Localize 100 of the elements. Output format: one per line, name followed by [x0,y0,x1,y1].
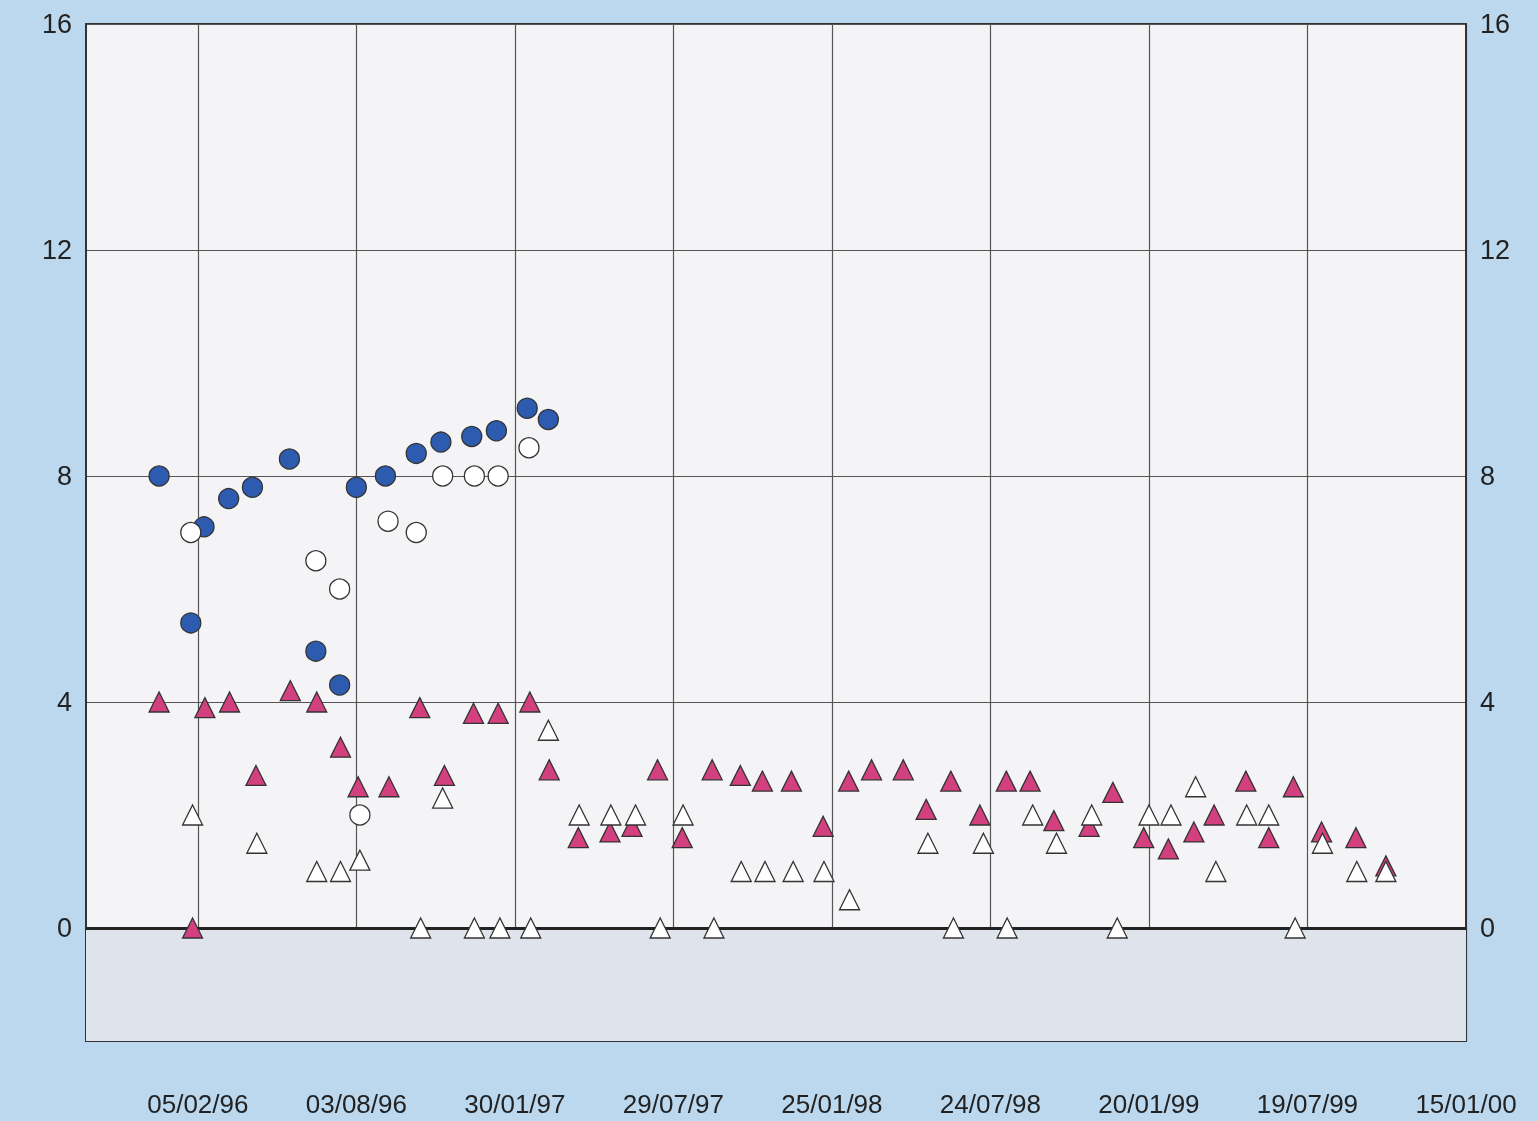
point [917,832,939,854]
point [306,860,328,883]
point [942,917,965,939]
point [780,770,803,792]
point [405,442,427,465]
point [305,550,327,572]
point [305,640,327,662]
point [194,697,216,719]
point [433,764,456,787]
point [1081,804,1103,826]
point [1133,826,1155,849]
point [1043,810,1065,832]
point [180,612,202,634]
point [754,860,776,883]
point [516,397,538,419]
point [1022,804,1044,826]
point [241,476,264,498]
point [995,770,1017,792]
point [245,764,267,787]
y2-tick-label: 12 [1480,235,1511,265]
point [349,849,371,871]
point [567,826,589,849]
point [537,408,559,431]
point [378,776,400,798]
point [487,465,509,487]
x-tick-label: 03/08/96 [305,1089,407,1119]
point [940,770,962,792]
point [600,804,622,826]
point [520,917,542,939]
point [782,860,804,883]
point [1106,917,1128,939]
y2-tick-label: 8 [1480,461,1496,491]
point [1183,821,1205,843]
point [278,448,301,470]
point [1019,770,1041,792]
point [246,832,268,854]
point [279,680,301,702]
point [410,917,432,939]
y-tick-label: 16 [41,9,72,39]
point [538,759,560,781]
point [812,815,834,837]
point [671,826,693,849]
y-tick-label: 0 [56,913,72,943]
point [347,776,369,798]
x-tick-label: 30/01/97 [464,1089,566,1119]
point [1102,781,1124,804]
point [813,860,835,883]
point [329,578,351,600]
point [463,465,486,487]
y2-tick-label: 0 [1480,913,1496,943]
point [568,804,590,826]
point [1160,804,1182,826]
x-tick-label: 24/07/98 [939,1089,1042,1119]
point [892,759,914,781]
x-tick-label: 05/02/96 [147,1089,249,1119]
point [487,702,509,724]
point [1184,776,1207,798]
point [1045,832,1068,854]
point [489,917,511,939]
point [1375,860,1397,883]
point [838,889,861,911]
point [181,804,204,826]
x-tick-label: 15/01/00 [1415,1089,1517,1119]
point [430,431,452,453]
point [1284,917,1306,939]
point [461,425,483,448]
point [329,736,352,758]
point [374,465,397,487]
point [1205,860,1227,883]
point [345,476,368,498]
point [329,674,351,696]
point [729,764,751,787]
point [1282,776,1305,798]
point [915,798,937,820]
point [306,691,328,713]
point [972,832,995,854]
point [646,759,669,781]
point [672,804,694,826]
point [1138,804,1160,826]
point [148,465,170,487]
point [181,917,204,939]
y2-tick-label: 4 [1480,687,1496,717]
point [1345,826,1367,849]
point [624,804,647,826]
point [996,917,1018,939]
point [409,697,431,719]
point [969,804,991,826]
point [1258,826,1280,849]
point [432,787,454,809]
point [462,702,485,724]
point [537,719,559,741]
point [1235,770,1257,792]
point [485,420,508,442]
point [463,917,486,939]
point [329,860,352,883]
y-tick-label: 12 [41,235,72,265]
point [180,521,202,544]
point [148,691,170,713]
point [518,437,540,459]
point [751,770,773,792]
